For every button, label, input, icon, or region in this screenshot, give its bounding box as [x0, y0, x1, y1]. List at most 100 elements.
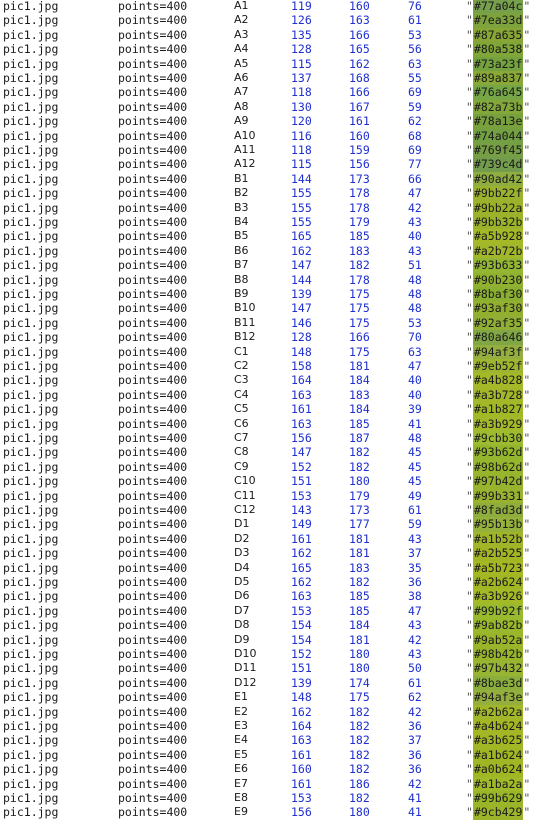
well-label: A9	[234, 114, 249, 128]
file-name: pic1.jpg	[3, 747, 59, 762]
green-value: 182	[349, 459, 370, 474]
hex-swatch: #a2b72b	[472, 243, 524, 259]
green-value: 182	[349, 445, 370, 460]
red-value: 164	[291, 719, 312, 733]
hex-color-cell: "#8fad3d"	[466, 503, 531, 518]
green-value: 185	[349, 416, 370, 431]
points-value: points=400	[118, 315, 188, 330]
red-value: 116	[291, 128, 312, 143]
table-row: pic1.jpg points=400 E5 161 182 36 "#a1b624"	[0, 747, 542, 763]
blue-value: 61	[408, 13, 422, 28]
well-label: C6	[234, 416, 249, 430]
hex-swatch: #92af35	[472, 315, 524, 331]
red-value: 162	[291, 243, 312, 258]
green-value: 168	[349, 71, 370, 85]
red-value: 115	[291, 157, 312, 172]
green-value: 180	[349, 647, 370, 661]
hex-color-cell: "#99b92f"	[466, 603, 531, 619]
red-value: 151	[291, 474, 312, 489]
well-label: A5	[234, 56, 249, 70]
hex-color-cell: "#a5b723"	[466, 560, 531, 575]
points-value: points=400	[118, 488, 188, 503]
points-value: points=400	[118, 387, 188, 402]
hex-color-cell: "#9ab52a"	[466, 632, 531, 647]
green-value: 175	[349, 315, 370, 330]
well-label: E3	[234, 719, 248, 732]
table-row: pic1.jpg points=400 D7 153 185 47 "#99b92f"	[0, 603, 542, 619]
table-row: pic1.jpg points=400 C12 143 173 61 "#8fad3d"	[0, 503, 542, 518]
well-label: E6	[234, 762, 248, 776]
points-value: points=400	[118, 272, 188, 287]
red-value: 161	[291, 402, 312, 417]
well-label: B4	[234, 215, 249, 228]
table-row: pic1.jpg points=400 A5 115 162 63 "#73a23f"	[0, 56, 542, 71]
hex-color-cell: "#a3b929"	[466, 416, 531, 431]
blue-value: 36	[408, 747, 422, 762]
hex-color-cell: "#94af3f"	[466, 344, 531, 359]
blue-value: 39	[408, 402, 422, 417]
table-row: pic1.jpg points=400 C9 152 182 45 "#98b62d"	[0, 459, 542, 475]
file-name: pic1.jpg	[3, 200, 59, 215]
red-value: 144	[291, 272, 312, 287]
red-value: 163	[291, 387, 312, 402]
points-value: points=400	[118, 503, 188, 517]
hex-swatch: #76a645	[472, 85, 524, 100]
blue-value: 35	[408, 560, 422, 575]
hex-color-cell: "#87a635"	[466, 27, 531, 43]
well-label: C10	[234, 474, 256, 488]
well-label: C4	[234, 387, 249, 401]
hex-swatch: #7ea33d	[472, 13, 524, 28]
green-value: 178	[349, 272, 370, 287]
red-value: 162	[291, 575, 312, 589]
hex-swatch: #97b432	[472, 661, 524, 676]
table-row: pic1.jpg points=400 B1 144 173 66 "#90ad42"	[0, 171, 542, 187]
points-value: points=400	[118, 301, 188, 316]
table-row: pic1.jpg points=400 B12 128 166 70 "#80a646"	[0, 330, 542, 345]
green-value: 183	[349, 560, 370, 575]
points-value: points=400	[118, 42, 188, 57]
green-value: 179	[349, 488, 370, 503]
table-row: pic1.jpg points=400 B7 147 182 51 "#93b633"	[0, 258, 542, 273]
hex-swatch: #93af30	[472, 301, 524, 316]
hex-swatch: #a2b624	[472, 575, 524, 590]
red-value: 163	[291, 589, 312, 604]
file-name: pic1.jpg	[3, 733, 59, 748]
well-label: D7	[234, 603, 250, 617]
green-value: 180	[349, 661, 370, 676]
hex-swatch: #9ab52a	[472, 632, 524, 647]
well-label: C11	[234, 488, 256, 502]
table-row: pic1.jpg points=400 B9 139 175 48 "#8baf30"	[0, 287, 542, 302]
red-value: 156	[291, 805, 312, 820]
red-value: 161	[291, 776, 312, 791]
hex-swatch: #90b230	[472, 272, 524, 287]
hex-color-cell: "#a4b624"	[466, 719, 531, 734]
red-value: 160	[291, 762, 312, 777]
green-value: 185	[349, 603, 370, 618]
points-value: points=400	[118, 200, 188, 215]
blue-value: 41	[408, 791, 422, 805]
well-label: A12	[234, 157, 256, 171]
green-value: 175	[349, 690, 370, 705]
points-value: points=400	[118, 0, 188, 13]
blue-value: 55	[408, 71, 422, 85]
hex-color-cell: "#9cbb30"	[466, 431, 531, 446]
hex-color-cell: "#a4b828"	[466, 373, 531, 388]
table-row: pic1.jpg points=400 B8 144 178 48 "#90b230"	[0, 272, 542, 287]
green-value: 182	[349, 575, 370, 589]
points-value: points=400	[118, 128, 188, 143]
blue-value: 47	[408, 186, 422, 201]
table-row: pic1.jpg points=400 B4 155 179 43 "#9bb32b"	[0, 215, 542, 230]
points-value: points=400	[118, 143, 188, 157]
green-value: 182	[349, 719, 370, 733]
well-label: B9	[234, 287, 249, 300]
red-value: 118	[291, 85, 312, 100]
hex-swatch: #99b331	[472, 488, 524, 503]
table-row: pic1.jpg points=400 E9 156 180 41 "#9cb429"	[0, 805, 542, 820]
red-value: 161	[291, 531, 312, 546]
green-value: 183	[349, 387, 370, 402]
hex-swatch: #8fad3d	[472, 503, 524, 518]
table-row: pic1.jpg points=400 E7 161 186 42 "#a1ba2a"	[0, 776, 542, 791]
points-value: points=400	[118, 431, 188, 445]
hex-color-cell: "#9bb22a"	[466, 200, 531, 215]
red-value: 137	[291, 71, 312, 85]
